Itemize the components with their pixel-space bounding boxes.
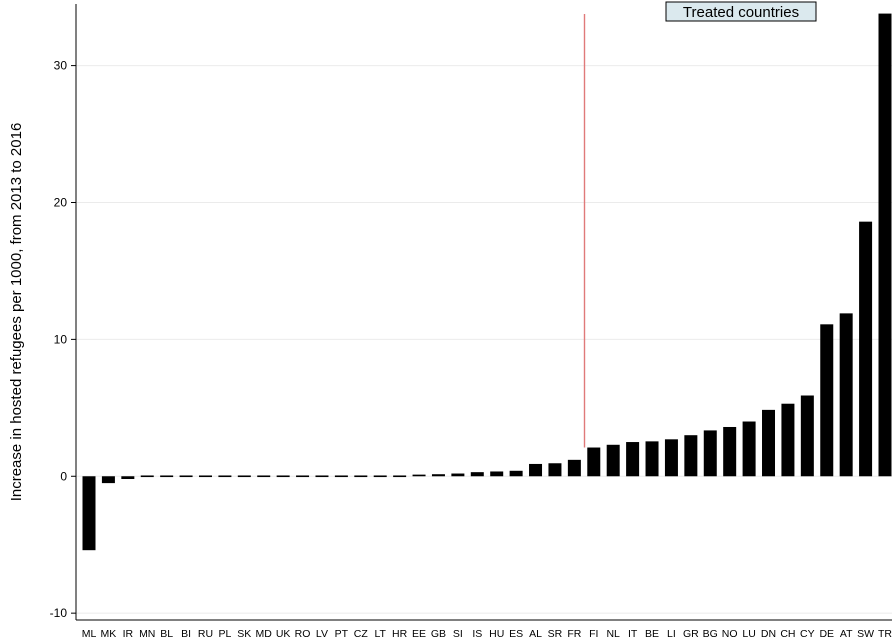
x-tick-label-uk: UK bbox=[276, 628, 291, 640]
bar-dn bbox=[762, 409, 776, 477]
bar-ir bbox=[121, 476, 135, 480]
bar-cy bbox=[800, 395, 814, 477]
x-tick-label-sr: SR bbox=[548, 628, 563, 640]
bar-be bbox=[645, 441, 659, 477]
x-tick-label-pl: PL bbox=[218, 628, 231, 640]
bar-sw bbox=[859, 221, 873, 477]
bar-no bbox=[723, 426, 737, 477]
x-tick-label-ru: RU bbox=[198, 628, 213, 640]
y-tick-label: -10 bbox=[50, 606, 68, 620]
bar-sr bbox=[548, 463, 562, 477]
x-tick-label-mk: MK bbox=[101, 628, 117, 640]
y-tick-label: 30 bbox=[54, 59, 68, 73]
bar-gr bbox=[684, 435, 698, 477]
bar-nl bbox=[606, 444, 620, 477]
x-tick-label-md: MD bbox=[256, 628, 273, 640]
x-tick-label-al: AL bbox=[529, 628, 542, 640]
bar-ee bbox=[412, 474, 426, 477]
y-tick-label: 10 bbox=[54, 332, 68, 346]
y-tick-label: 20 bbox=[54, 195, 68, 209]
axes: -10 0 10 20 30 bbox=[50, 4, 892, 621]
x-tick-label-ir: IR bbox=[123, 628, 134, 640]
x-tick-label-bg: BG bbox=[703, 628, 718, 640]
bar-pt bbox=[334, 475, 348, 478]
x-tick-label-bi: BI bbox=[181, 628, 191, 640]
x-tick-label-hu: HU bbox=[489, 628, 504, 640]
bar-hr bbox=[393, 475, 407, 478]
x-tick-label-sk: SK bbox=[237, 628, 251, 640]
bar-uk bbox=[276, 475, 290, 478]
x-tick-label-gr: GR bbox=[683, 628, 699, 640]
x-tick-label-dn: DN bbox=[761, 628, 776, 640]
x-tick-label-hr: HR bbox=[392, 628, 408, 640]
bar-bl bbox=[160, 475, 174, 478]
y-tick-label: 0 bbox=[60, 469, 67, 483]
bar-pl bbox=[218, 475, 232, 478]
x-tick-label-tr: TR bbox=[878, 628, 892, 640]
bar-si bbox=[451, 473, 465, 477]
x-tick-label-pt: PT bbox=[335, 628, 349, 640]
bar-is bbox=[470, 472, 484, 477]
x-tick-label-de: DE bbox=[819, 628, 834, 640]
x-tick-label-lt: LT bbox=[374, 628, 386, 640]
grid-lines bbox=[76, 65, 892, 614]
bar-mn bbox=[140, 475, 154, 478]
bar-fi bbox=[587, 447, 601, 477]
bar-hu bbox=[490, 471, 504, 477]
x-tick-label-ro: RO bbox=[295, 628, 311, 640]
x-tick-label-bl: BL bbox=[160, 628, 173, 640]
x-tick-label-nl: NL bbox=[606, 628, 620, 640]
x-tick-label-es: ES bbox=[509, 628, 523, 640]
x-tick-label-cy: CY bbox=[800, 628, 815, 640]
bar-lt bbox=[373, 475, 387, 478]
bar-at bbox=[839, 313, 853, 477]
x-tick-label-si: SI bbox=[453, 628, 463, 640]
x-tick-label-ee: EE bbox=[412, 628, 426, 640]
bar-it bbox=[626, 442, 640, 477]
bar-ro bbox=[296, 475, 310, 478]
bar-li bbox=[664, 439, 678, 477]
treated-countries-label: Treated countries bbox=[683, 4, 799, 21]
x-tick-label-at: AT bbox=[840, 628, 853, 640]
x-tick-label-it: IT bbox=[628, 628, 638, 640]
x-tick-label-fi: FI bbox=[589, 628, 598, 640]
x-tick-label-cz: CZ bbox=[354, 628, 369, 640]
bar-gb bbox=[431, 474, 445, 477]
bar-lu bbox=[742, 421, 756, 477]
bar-ml bbox=[82, 476, 96, 551]
x-tick-labels: ML MK IR MN BL BI RU PL SK MD UK RO LV PT CZ LT HR EE GB SI… bbox=[82, 628, 893, 640]
bar-es bbox=[509, 470, 523, 477]
x-tick-label-fr: FR bbox=[567, 628, 581, 640]
x-tick-label-no: NO bbox=[722, 628, 738, 640]
bar-fr bbox=[567, 459, 581, 477]
bar-de bbox=[820, 324, 834, 477]
bar-sk bbox=[237, 475, 251, 478]
bar-cz bbox=[354, 475, 368, 478]
annotation-layer: Treated countries bbox=[583, 1, 817, 448]
x-tick-label-ml: ML bbox=[82, 628, 97, 640]
x-tick-label-li: LI bbox=[667, 628, 676, 640]
x-tick-label-is: IS bbox=[472, 628, 482, 640]
bar-bi bbox=[179, 475, 193, 478]
bar-md bbox=[257, 475, 271, 478]
bar-tr bbox=[878, 13, 892, 477]
x-tick-label-ch: CH bbox=[780, 628, 795, 640]
x-tick-label-mn: MN bbox=[139, 628, 155, 640]
bar-bg bbox=[703, 430, 717, 477]
treated-countries-box bbox=[665, 1, 817, 22]
x-tick-label-gb: GB bbox=[431, 628, 446, 640]
x-tick-label-be: BE bbox=[645, 628, 659, 640]
bar-ch bbox=[781, 403, 795, 477]
x-tick-label-sw: SW bbox=[857, 628, 874, 640]
x-tick-label-lu: LU bbox=[742, 628, 755, 640]
x-tick-label-lv: LV bbox=[316, 628, 328, 640]
bars bbox=[82, 13, 892, 551]
bar-al bbox=[529, 463, 543, 477]
bar-mk bbox=[101, 476, 115, 484]
bar-lv bbox=[315, 475, 329, 478]
bar-ru bbox=[198, 475, 212, 478]
y-axis-label: Increase in hosted refugees per 1000, fr… bbox=[8, 123, 25, 502]
